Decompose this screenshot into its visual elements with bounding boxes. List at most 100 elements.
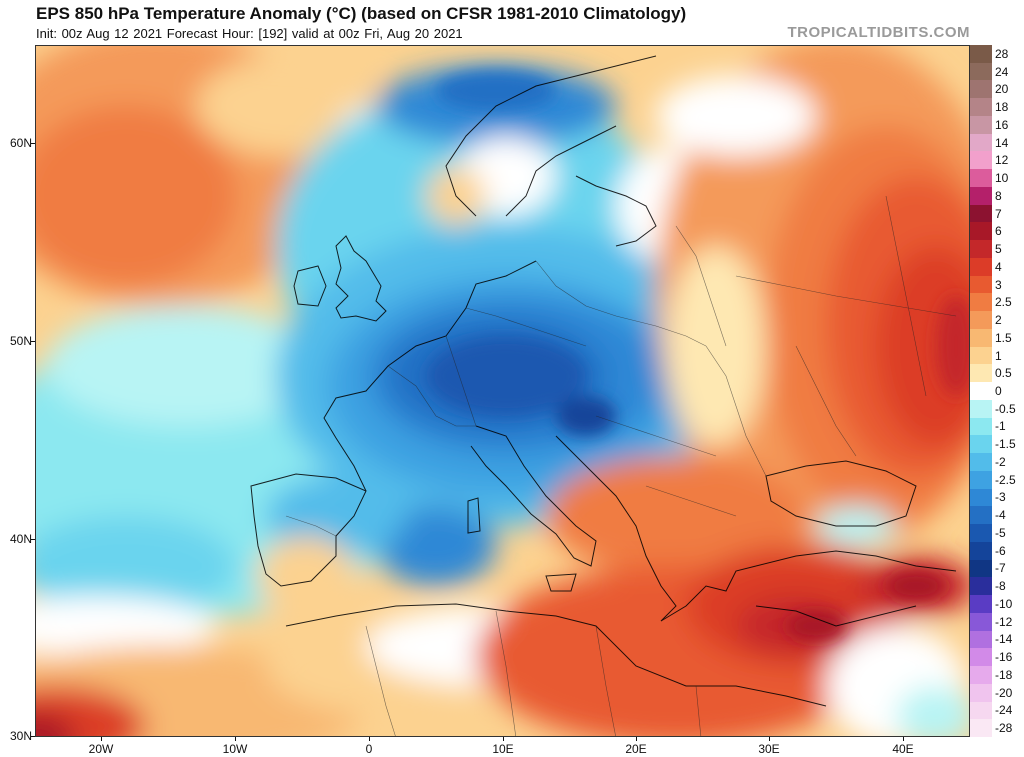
legend-swatch xyxy=(970,524,992,542)
legend-swatch xyxy=(970,435,992,454)
lat-label-60n: 60N xyxy=(9,136,32,150)
legend-entry: -8 xyxy=(970,577,1024,596)
legend-swatch xyxy=(970,666,992,684)
lon-label-40e: 40E xyxy=(892,742,914,756)
lon-tick xyxy=(101,737,102,741)
lat-tick xyxy=(31,143,35,144)
legend-label: 1 xyxy=(995,348,1002,363)
legend-label: -6 xyxy=(995,543,1006,558)
legend-label: -24 xyxy=(995,703,1013,718)
legend-entry: -1.5 xyxy=(970,435,1024,454)
legend-swatch xyxy=(970,222,992,241)
legend-entry: -14 xyxy=(970,630,1024,649)
legend-entry: 7 xyxy=(970,204,1024,223)
lon-tick xyxy=(903,737,904,741)
anomaly-map[interactable] xyxy=(35,45,970,737)
legend-entry: 28 xyxy=(970,45,1024,63)
legend-label: -14 xyxy=(995,632,1013,647)
legend-swatch xyxy=(970,488,992,507)
color-scale-legend: 28 24 20 18 16 14 12 10 8 7 6 5 4 3 2.5 2 1.5 1 0.5 0 -0.5 -1… xyxy=(970,45,1024,737)
legend-label: 0.5 xyxy=(995,366,1012,381)
lon-label-30e: 30E xyxy=(758,742,780,756)
lon-tick xyxy=(503,737,504,741)
lat-tick xyxy=(31,736,35,737)
legend-entry: -20 xyxy=(970,683,1024,702)
legend-entry: -2.5 xyxy=(970,470,1024,489)
lon-label-0: 0 xyxy=(365,742,373,756)
lon-label-20w: 20W xyxy=(88,742,114,756)
legend-swatch xyxy=(970,115,992,134)
legend-entry: -1 xyxy=(970,417,1024,436)
legend-label: -18 xyxy=(995,667,1013,682)
legend-label: -10 xyxy=(995,596,1013,611)
legend-swatch xyxy=(970,293,992,312)
legend-label: 28 xyxy=(995,46,1009,61)
legend-swatch xyxy=(970,382,992,400)
legend-label: 7 xyxy=(995,206,1002,221)
legend-swatch xyxy=(970,169,992,187)
legend-entry: -4 xyxy=(970,506,1024,525)
legend-entry: 1 xyxy=(970,346,1024,365)
legend-entry: 20 xyxy=(970,80,1024,99)
legend-label: -2 xyxy=(995,454,1006,469)
legend-label: 3 xyxy=(995,277,1002,292)
forecast-info: Init: 00z Aug 12 2021 Forecast Hour: [19… xyxy=(36,26,463,41)
legend-entry: -2 xyxy=(970,453,1024,471)
legend-swatch xyxy=(970,98,992,116)
lon-label-10w: 10W xyxy=(222,742,248,756)
legend-entry: 0.5 xyxy=(970,364,1024,383)
legend-swatch xyxy=(970,683,992,702)
legend-entry: 16 xyxy=(970,115,1024,134)
legend-entry: -5 xyxy=(970,524,1024,542)
legend-entry: 6 xyxy=(970,222,1024,241)
legend-swatch xyxy=(970,541,992,560)
legend-swatch xyxy=(970,240,992,258)
legend-swatch xyxy=(970,612,992,631)
lon-tick xyxy=(369,737,370,741)
legend-entry: -3 xyxy=(970,488,1024,507)
legend-label: 12 xyxy=(995,153,1009,168)
brand-watermark: TROPICALTIDBITS.COM xyxy=(787,24,970,41)
legend-entry: 10 xyxy=(970,169,1024,187)
legend-label: 24 xyxy=(995,64,1009,79)
legend-label: 1.5 xyxy=(995,330,1012,345)
legend-label: 10 xyxy=(995,171,1009,186)
legend-swatch xyxy=(970,45,992,63)
legend-swatch xyxy=(970,275,992,294)
legend-label: 0 xyxy=(995,383,1002,398)
legend-entry: -0.5 xyxy=(970,399,1024,418)
lat-label-50n: 50N xyxy=(9,334,32,348)
legend-entry: 18 xyxy=(970,98,1024,116)
legend-label: 16 xyxy=(995,117,1009,132)
legend-entry: 14 xyxy=(970,133,1024,152)
anomaly-field xyxy=(36,46,969,736)
legend-swatch xyxy=(970,701,992,720)
legend-swatch xyxy=(970,630,992,649)
legend-label: 18 xyxy=(995,100,1009,115)
legend-entry: 1.5 xyxy=(970,328,1024,347)
legend-label: -28 xyxy=(995,721,1013,736)
legend-swatch xyxy=(970,186,992,205)
legend-swatch xyxy=(970,399,992,418)
lon-label-20e: 20E xyxy=(625,742,647,756)
legend-swatch xyxy=(970,506,992,525)
legend-swatch xyxy=(970,62,992,81)
legend-entry: 3 xyxy=(970,275,1024,294)
legend-swatch xyxy=(970,346,992,365)
legend-label: 2.5 xyxy=(995,295,1012,310)
legend-label: -4 xyxy=(995,508,1006,523)
map-title: EPS 850 hPa Temperature Anomaly (°C) (ba… xyxy=(36,4,687,23)
legend-label: -16 xyxy=(995,650,1013,665)
legend-label: 20 xyxy=(995,82,1009,97)
legend-label: -8 xyxy=(995,579,1006,594)
legend-entry: 5 xyxy=(970,240,1024,258)
legend-label: -2.5 xyxy=(995,472,1016,487)
legend-entry: -28 xyxy=(970,719,1024,737)
legend-entry: 0 xyxy=(970,382,1024,400)
lon-tick xyxy=(235,737,236,741)
legend-swatch xyxy=(970,257,992,276)
legend-entry: -12 xyxy=(970,612,1024,631)
legend-swatch xyxy=(970,595,992,613)
legend-label: -12 xyxy=(995,614,1013,629)
legend-swatch xyxy=(970,453,992,471)
